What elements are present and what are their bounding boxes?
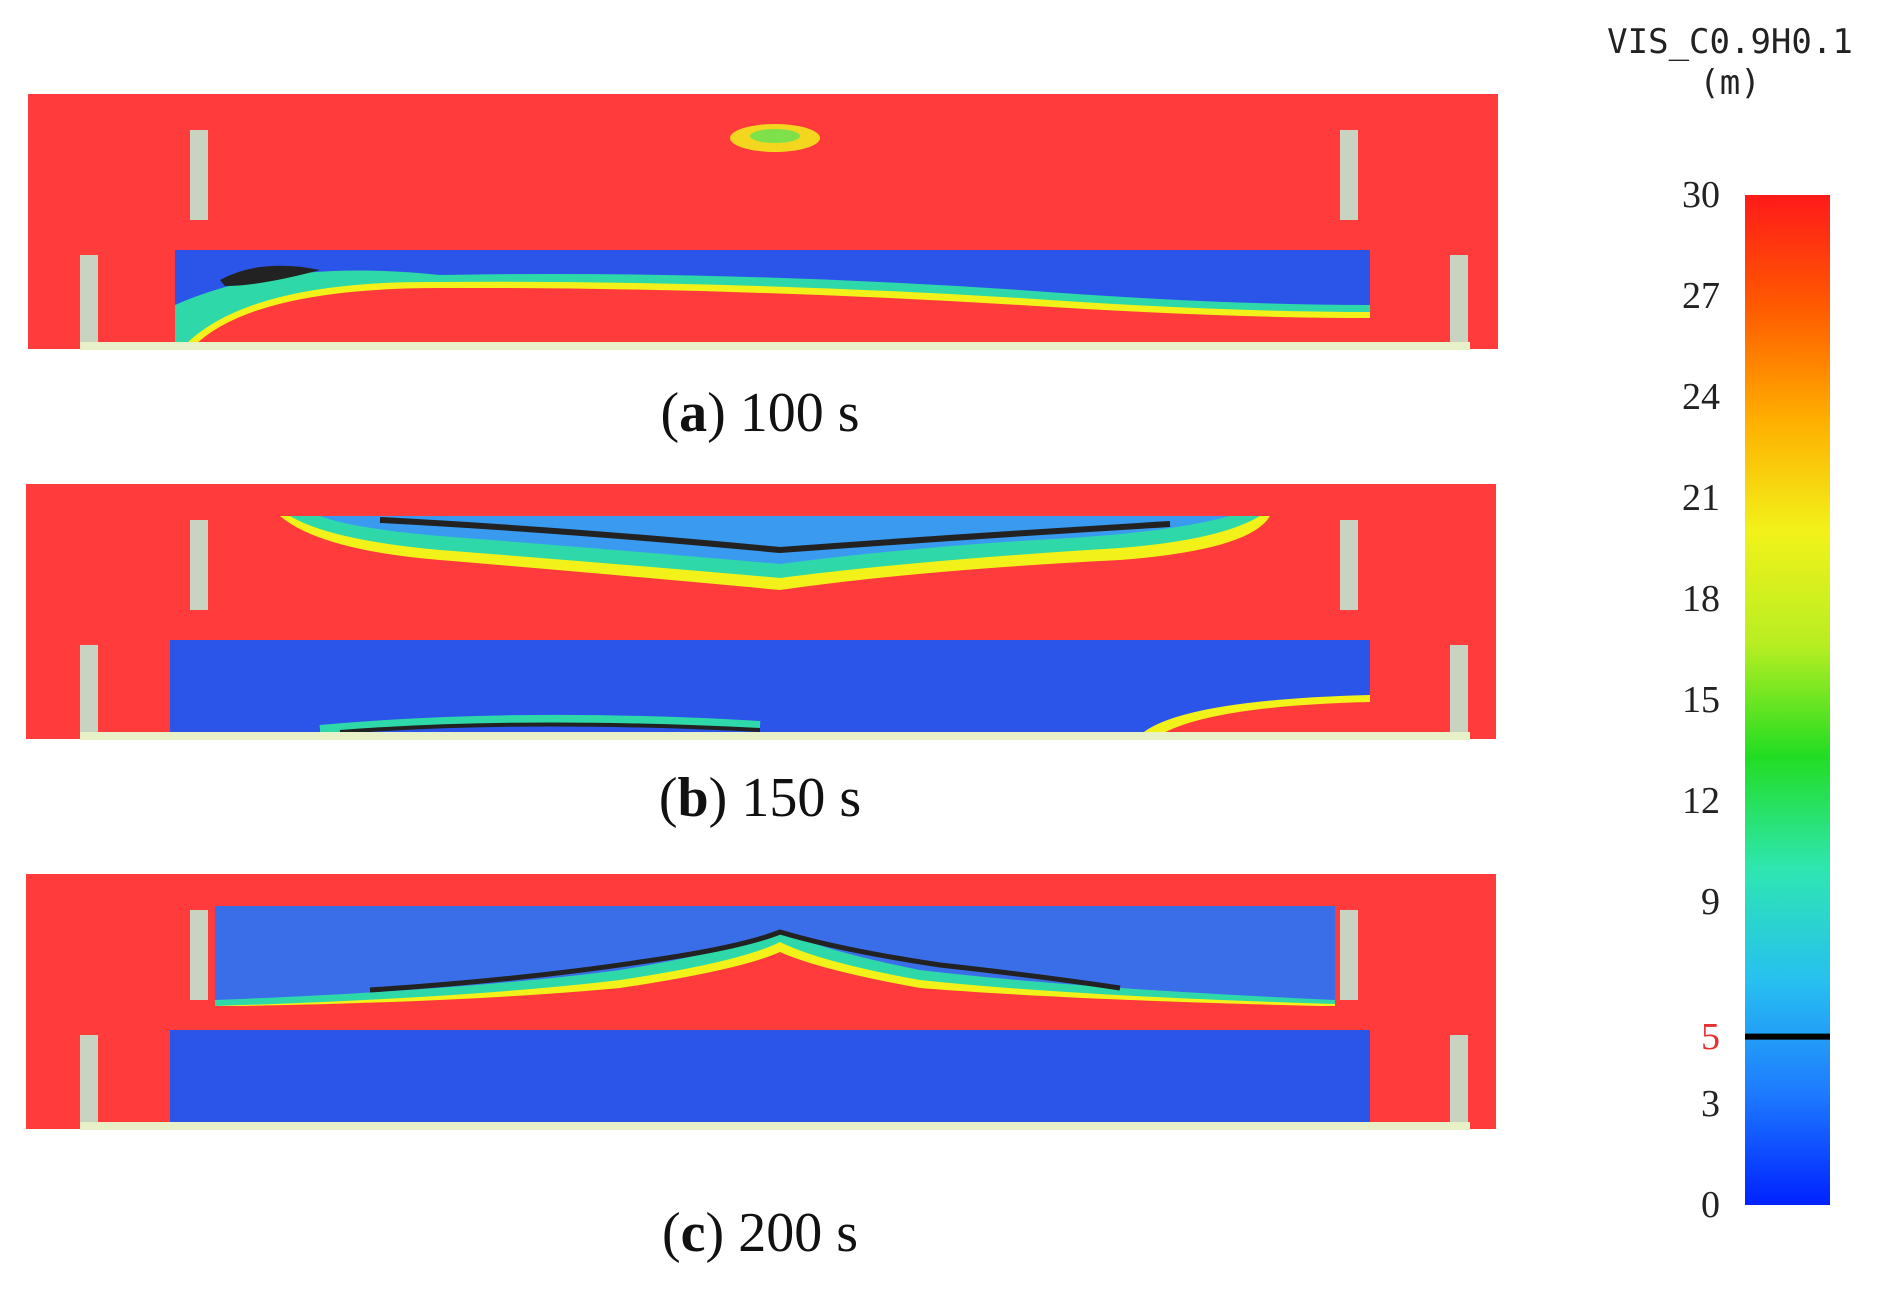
panel-a-svg [28,94,1498,350]
upper-column-right [1340,130,1358,220]
upper-smoke-red [240,952,1320,1006]
caption-b-time: 150 s [741,767,862,829]
visibility-contour [369,929,1121,993]
panel-b-svg [26,484,1496,740]
lower-smoke-red [1160,702,1370,735]
lower-column-right [1450,645,1468,737]
caption-a-letter: a [679,382,708,444]
legend-title-variable: VIS_C0.9H0.1 [1607,22,1853,62]
panel-c-visibility-map [20,870,1510,1140]
lower-column-right [1450,1035,1468,1127]
smoke-filled-layer [195,287,1370,345]
legend-title-unit: (m) [1699,62,1761,103]
lower-column-left [80,645,98,737]
lower-smoke-trace [319,714,761,735]
caption-b: (b) 150 s [658,767,862,829]
colorbar-tick-label: 15 [1682,679,1720,721]
colorbar-tick-label: 0 [1701,1184,1720,1226]
colorbar-tick-label: 30 [1682,174,1720,216]
colorbar: 30 27 24 21 18 15 12 9 5 3 0 [1650,176,1886,1230]
caption-a: (a) 100 s [660,382,860,444]
caption-b-letter: b [677,767,709,829]
colorbar-tick-label: 9 [1701,881,1720,923]
floor-slab [80,342,1470,350]
visibility-contour-lower [339,722,761,734]
caption-c: (c) 200 s [662,1202,858,1264]
colorbar-tick-label: 3 [1701,1083,1720,1125]
lower-column-left [80,1035,98,1127]
smoke-pocket-core [750,129,800,143]
upper-column-left [190,520,208,610]
caption-a-time: 100 s [739,382,860,444]
visibility-contour-upper [379,517,1171,554]
colorbar-tick-label: 24 [1682,376,1720,418]
panel-c-svg [26,874,1496,1130]
upper-column-right [1340,910,1358,1000]
panel-b-visibility-map [20,480,1510,750]
caption-c-time: 200 s [738,1202,858,1264]
colorbar-tick-label: 12 [1682,780,1720,822]
colorbar-gradient [1745,195,1830,1205]
upper-column-left [190,130,208,220]
upper-column-left [190,910,208,1000]
upper-column-right [1340,520,1358,610]
lower-floor-clear-zone [170,1030,1370,1125]
floor-slab [80,1122,1470,1130]
lower-column-left [80,255,98,347]
legend-title: VIS_C0.9H0.1 (m) [1580,22,1880,104]
caption-c-letter: c [680,1202,706,1264]
colorbar-tick-label: 18 [1682,578,1720,620]
colorbar-tick-label: 5 [1701,1015,1720,1058]
colorbar-svg [1745,195,1830,1205]
lower-column-right [1450,255,1468,347]
panel-a-visibility-map [20,90,1510,360]
colorbar-tick-label: 27 [1682,275,1720,317]
visibility-contour [220,265,320,286]
colorbar-tick-label: 21 [1682,477,1720,519]
floor-slab [80,732,1470,740]
